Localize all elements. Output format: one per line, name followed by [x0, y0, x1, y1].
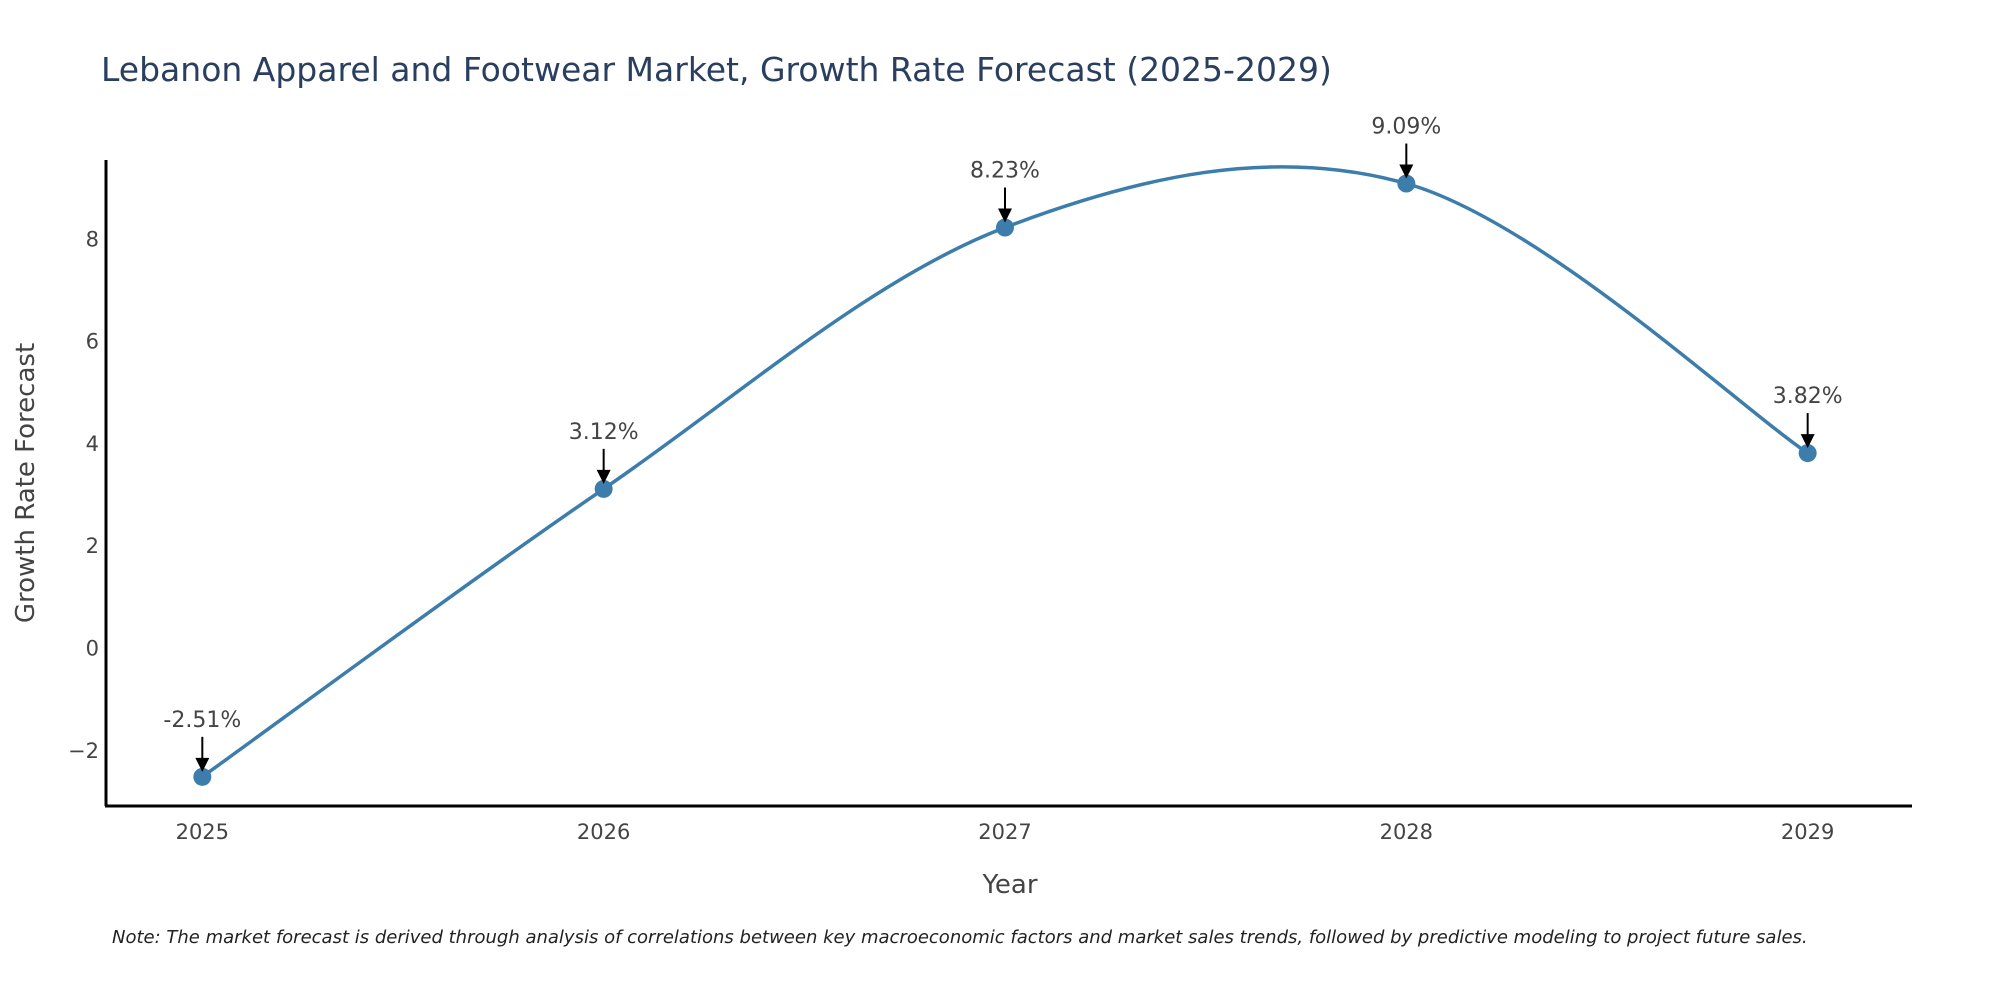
y-tick-labels: −2 0 2 4 6 8: [68, 227, 99, 762]
annotation-arrow-head: [1800, 434, 1815, 449]
data-point: [1397, 174, 1416, 193]
annotation-arrow-head: [596, 469, 611, 484]
y-tick-label: 0: [86, 636, 99, 660]
x-tick-label: 2029: [1781, 820, 1834, 844]
y-tick-label: −2: [68, 739, 99, 763]
y-axis-title: Growth Rate Forecast: [11, 343, 41, 623]
data-point: [995, 218, 1014, 237]
data-point: [193, 767, 212, 786]
x-axis-title: Year: [981, 870, 1037, 900]
annotation-arrow-head: [997, 208, 1012, 223]
y-tick-label: 4: [86, 432, 99, 456]
annotation-arrow-head: [195, 757, 210, 772]
x-tick-label: 2027: [978, 820, 1031, 844]
series-line: [201, 165, 1809, 779]
data-label: 9.09%: [1371, 115, 1441, 140]
x-tick-label: 2025: [176, 820, 229, 844]
data-point: [594, 479, 613, 498]
annotation-arrow-head: [1399, 164, 1414, 179]
y-tick-label: 8: [86, 227, 99, 251]
x-tick-label: 2028: [1380, 820, 1433, 844]
data-point: [1798, 444, 1817, 463]
y-tick-label: 2: [86, 534, 99, 558]
y-tick-label: 6: [86, 330, 99, 354]
x-tick-label: 2026: [577, 820, 630, 844]
plot-area: -2.51% 3.12% 8.23% 9.09% 3.82%: [163, 115, 1843, 786]
footnote: Note: The market forecast is derived thr…: [112, 927, 1808, 948]
data-label: 3.82%: [1773, 384, 1843, 409]
x-tick-labels: 2025 2026 2027 2028 2029: [176, 820, 1835, 844]
data-label: 3.12%: [569, 420, 639, 445]
data-label: 8.23%: [970, 159, 1040, 184]
chart-title: Lebanon Apparel and Footwear Market, Gro…: [101, 50, 1332, 89]
data-label: -2.51%: [163, 708, 241, 733]
